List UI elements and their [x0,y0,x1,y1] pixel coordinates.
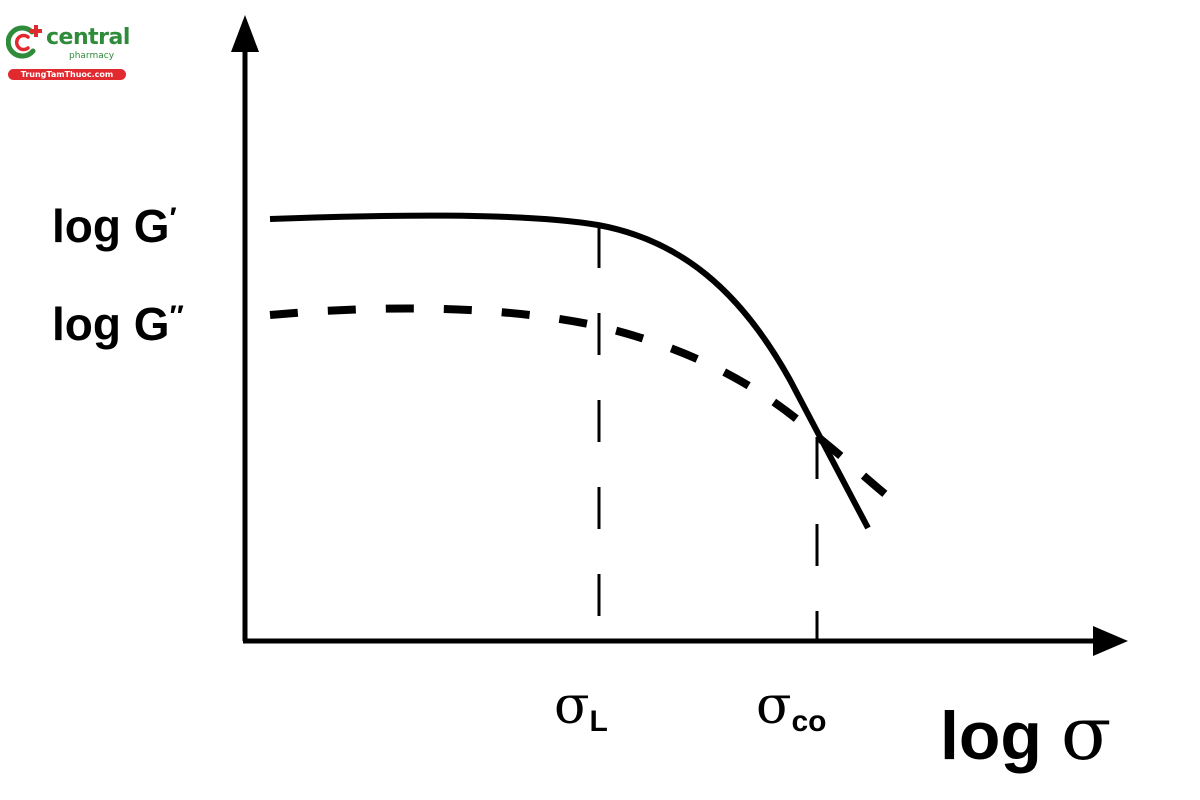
x-axis-label-sigma: σ [1060,691,1112,777]
sigma-symbol: σ [554,676,590,736]
x-tick-sigma-l: σL [554,680,608,748]
logo-site-badge: TrungTamThuoc.com [8,69,126,80]
x-tick-sigma-co: σco [756,680,827,748]
central-pharmacy-logo: central pharmacy TrungTamThuoc.com [6,24,130,82]
y-axis-arrow-icon [231,15,259,52]
x-axis-label: log σ [940,697,1111,771]
double-prime-mark: ″ [169,300,184,333]
sigma-l-subscript: L [589,705,608,738]
y-label-g-prime: log G′ [52,196,177,249]
g-prime-curve [269,212,871,530]
logo-brand-text: central [46,25,130,50]
y-label-g-prime-text: log G [52,200,170,252]
logo-sub-text: pharmacy [69,51,115,61]
logo-mark-icon [6,25,42,59]
sigma-co-subscript: co [791,705,827,738]
y-label-g-double-prime: log G″ [52,294,184,347]
prime-mark: ′ [169,202,177,235]
y-label-g-double-prime-text: log G [52,298,170,350]
x-axis-arrow-icon [1093,626,1128,656]
sigma-symbol: σ [756,676,792,736]
g-double-prime-curve [269,304,893,502]
x-axis-label-log: log [940,698,1061,774]
